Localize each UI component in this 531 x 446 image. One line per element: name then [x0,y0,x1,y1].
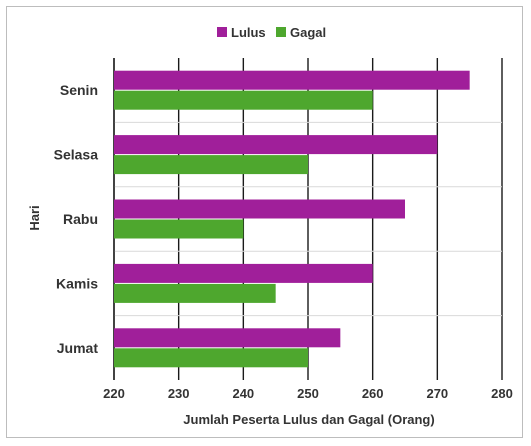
bar-gagal-kamis [114,283,276,303]
bar-gagal-senin [114,90,373,110]
bar-gagal-selasa [114,155,308,175]
category-label: Jumat [57,340,99,356]
category-labels: Senin Selasa Rabu Kamis Jumat [54,82,99,356]
bar-lulus-rabu [114,199,405,219]
x-tick-label: 260 [362,386,384,401]
x-tick-label: 240 [232,386,254,401]
category-label: Senin [60,82,98,98]
legend-label-lulus: Lulus [231,25,266,40]
bar-gagal-rabu [114,219,244,239]
x-axis-title: Jumlah Peserta Lulus dan Gagal (Orang) [183,412,434,427]
bars [114,70,470,368]
bar-gagal-jumat [114,348,308,368]
x-tick-label: 230 [168,386,190,401]
x-tick-labels: 220 230 240 250 260 270 280 [103,386,513,401]
bar-lulus-kamis [114,263,373,283]
category-label: Selasa [54,147,99,163]
y-axis-title: Hari [27,205,42,230]
legend: Lulus Gagal [217,25,326,40]
x-tick-label: 280 [491,386,513,401]
legend-swatch-lulus [217,27,227,37]
bar-lulus-senin [114,70,470,90]
category-label: Rabu [63,211,98,227]
legend-label-gagal: Gagal [290,25,326,40]
x-tick-label: 250 [297,386,319,401]
x-tick-label: 220 [103,386,125,401]
category-label: Kamis [56,275,98,291]
bar-lulus-selasa [114,135,438,155]
legend-swatch-gagal [276,27,286,37]
bar-lulus-jumat [114,328,341,348]
gridlines [113,58,503,380]
x-tick-label: 270 [426,386,448,401]
